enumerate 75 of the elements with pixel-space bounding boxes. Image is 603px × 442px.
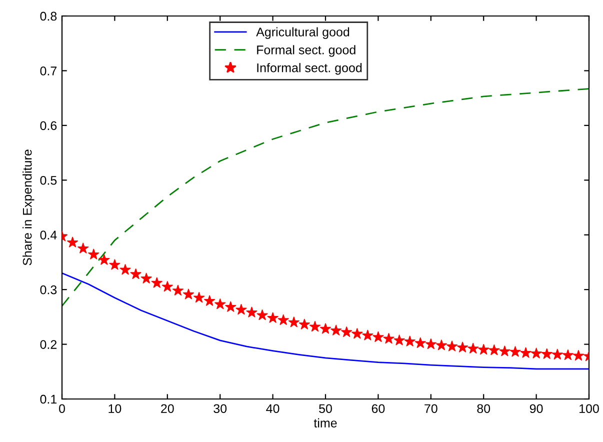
point [383, 333, 394, 344]
point [288, 316, 300, 328]
point [352, 328, 363, 339]
point [151, 277, 162, 288]
point [214, 298, 226, 310]
point [225, 301, 236, 312]
point [98, 254, 110, 265]
point [256, 309, 268, 320]
point [478, 344, 490, 355]
point [267, 312, 278, 323]
x-tick-label: 60 [372, 404, 385, 414]
x-tick-label: 50 [319, 404, 332, 414]
y-tick-label: 0.4 [40, 230, 57, 240]
point [341, 326, 352, 338]
point [562, 349, 574, 360]
point [182, 288, 194, 300]
point [362, 330, 374, 340]
point [372, 331, 384, 342]
point [130, 268, 142, 280]
x-axis-title: time [314, 418, 337, 428]
point [204, 295, 216, 306]
y-axis-title: Share in Expenditure [22, 150, 34, 266]
x-tick-label: 90 [530, 404, 543, 414]
point [541, 348, 552, 359]
point [88, 248, 100, 260]
x-tick-label: 20 [161, 404, 174, 414]
point [162, 281, 173, 292]
point [120, 264, 131, 275]
point [488, 344, 500, 356]
point [109, 259, 120, 270]
point [414, 337, 426, 348]
point [404, 336, 416, 346]
point [172, 284, 184, 296]
x-tick-label: 0 [59, 404, 65, 414]
point [278, 314, 289, 325]
y-tick-label: 0.2 [40, 340, 57, 349]
point [309, 320, 320, 332]
x-tick-label: 100 [580, 404, 599, 414]
point [330, 324, 342, 336]
x-tick-label: 30 [214, 404, 227, 414]
legend-label: Informal sect. good [257, 63, 362, 75]
point [436, 340, 447, 350]
point [298, 318, 310, 330]
point [572, 350, 584, 361]
x-tick-label: 80 [477, 404, 490, 414]
point [468, 342, 479, 354]
point [499, 346, 510, 356]
point [246, 306, 258, 318]
line-series [62, 88, 589, 307]
point [67, 236, 78, 248]
point [520, 347, 532, 358]
point [394, 334, 405, 346]
point [510, 346, 521, 357]
x-tick-label: 40 [266, 404, 280, 414]
y-tick-label: 0.8 [40, 12, 57, 21]
legend-label: Formal sect. good [257, 45, 356, 57]
legend-label: Agricultural good [256, 27, 350, 39]
point [446, 340, 458, 352]
point [193, 292, 205, 303]
point [456, 342, 468, 352]
point [552, 348, 563, 360]
point [425, 338, 436, 350]
x-tick-label: 10 [108, 404, 122, 414]
point [236, 304, 247, 315]
point [140, 272, 152, 284]
point [320, 323, 332, 334]
y-tick-label: 0.6 [40, 121, 57, 130]
y-tick-label: 0.3 [40, 285, 57, 294]
y-tick-label: 0.1 [40, 394, 57, 404]
line-series [62, 272, 589, 370]
x-tick-label: 70 [424, 404, 438, 414]
y-tick-label: 0.7 [40, 66, 57, 76]
point [530, 348, 542, 358]
point [78, 242, 89, 254]
y-tick-label: 0.5 [40, 176, 57, 185]
